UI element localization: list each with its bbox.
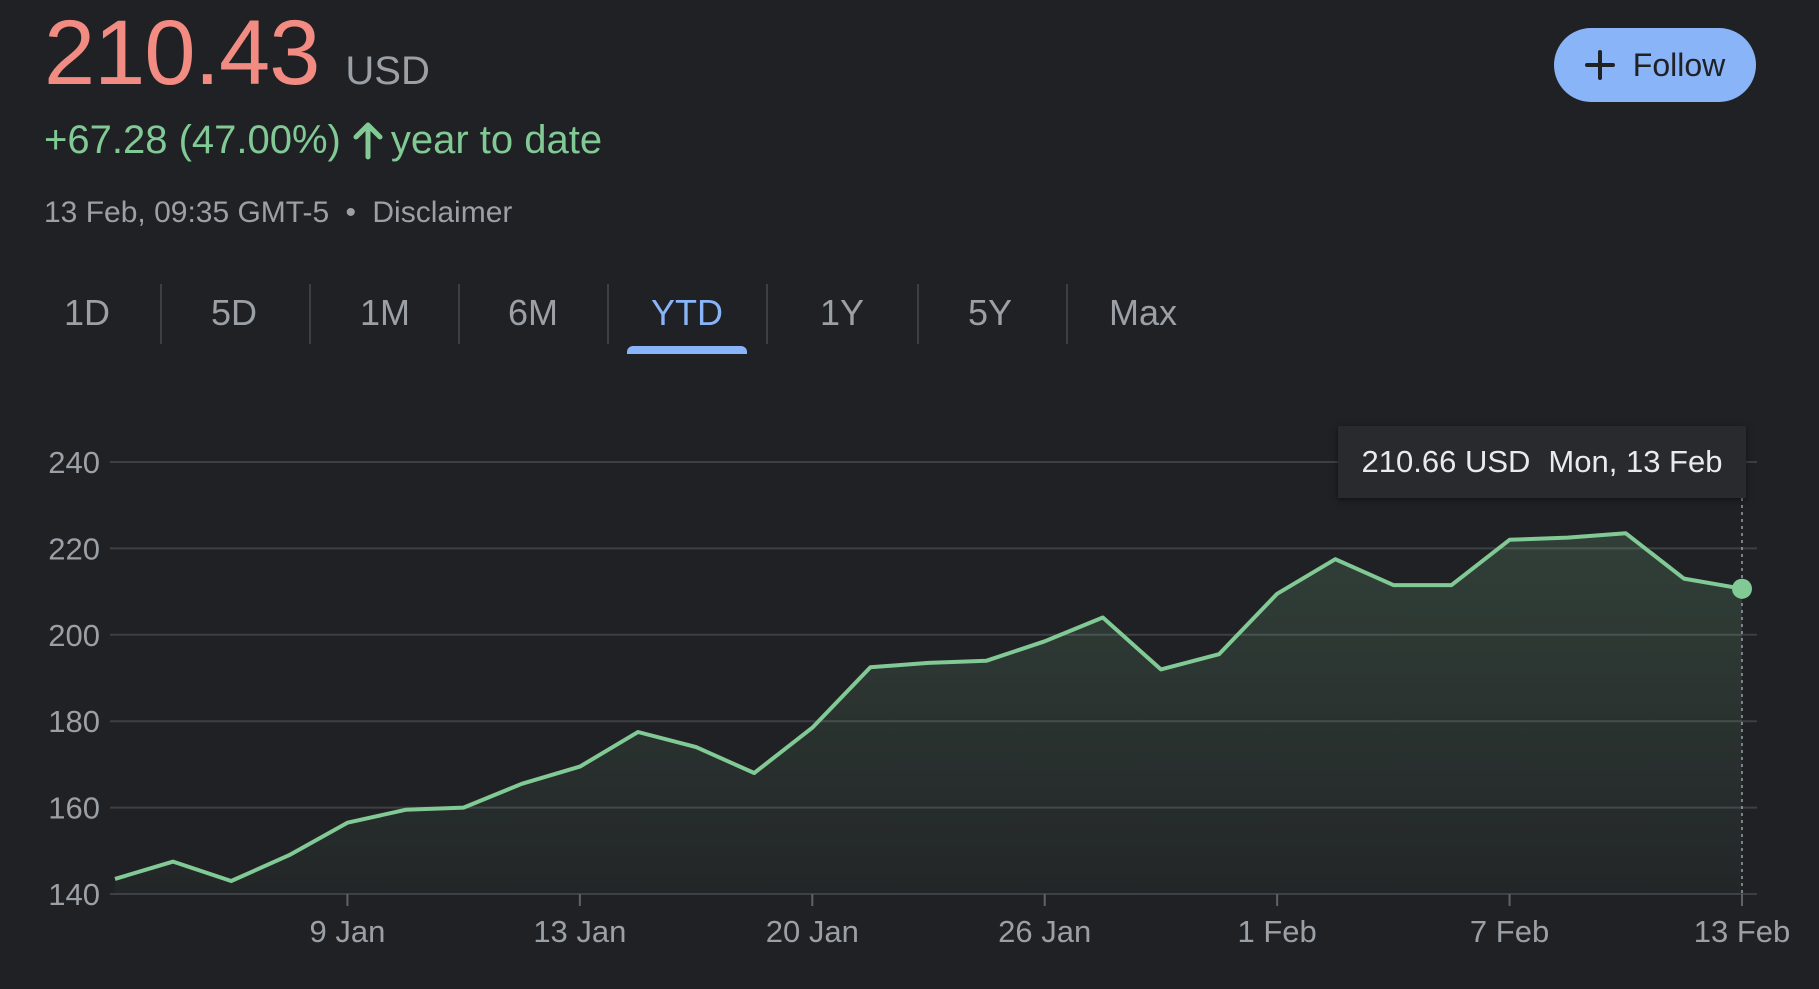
quote-meta: 13 Feb, 09:35 GMT-5 • Disclaimer — [44, 196, 512, 230]
tab-max[interactable]: Max — [1093, 282, 1193, 344]
x-tick-label: 7 Feb — [1470, 914, 1549, 949]
chart-tooltip: 210.66 USD Mon, 13 Feb — [1338, 426, 1746, 498]
active-tab-indicator — [627, 346, 747, 354]
tab-divider — [607, 284, 609, 344]
tab-label: Max — [1108, 292, 1177, 333]
tab-1y[interactable]: 1Y — [802, 282, 882, 344]
tooltip-date: Mon, 13 Feb — [1548, 444, 1723, 479]
price-line — [114, 531, 1743, 883]
x-tick-label: 1 Feb — [1238, 914, 1317, 949]
current-price: 210.43 — [44, 2, 320, 104]
y-tick-label: 220 — [48, 531, 100, 566]
tab-divider — [160, 284, 162, 344]
timestamp: 13 Feb, 09:35 GMT-5 — [44, 196, 330, 229]
price-header: 210.43 USD — [44, 2, 430, 104]
tab-1m[interactable]: 1M — [345, 282, 425, 344]
tab-divider — [917, 284, 919, 344]
follow-label: Follow — [1632, 46, 1726, 83]
tab-ytd[interactable]: YTD — [627, 282, 747, 354]
follow-button[interactable]: Follow — [1554, 28, 1756, 102]
tab-divider — [1066, 284, 1068, 344]
price-area — [115, 533, 1742, 894]
currency-label: USD — [345, 49, 430, 93]
x-tick-label: 13 Feb — [1694, 914, 1791, 949]
tooltip-value: 210.66 USD — [1361, 444, 1531, 479]
disclaimer-link[interactable]: Disclaimer — [372, 196, 513, 229]
tab-divider — [766, 284, 768, 344]
tab-divider — [458, 284, 460, 344]
tab-5d[interactable]: 5D — [194, 282, 274, 344]
y-tick-label: 160 — [48, 791, 100, 826]
x-tick-label: 13 Jan — [533, 914, 626, 949]
arrow-up-icon — [353, 122, 383, 159]
change-period: year to date — [390, 118, 603, 162]
separator-dot: • — [345, 196, 357, 229]
tab-label: 5Y — [967, 292, 1013, 333]
plus-icon — [1584, 50, 1615, 80]
tab-6m[interactable]: 6M — [493, 282, 573, 344]
tab-label: 1M — [359, 292, 410, 333]
hover-marker — [1732, 578, 1752, 599]
y-tick-label: 140 — [48, 877, 100, 912]
tab-1d[interactable]: 1D — [47, 282, 127, 344]
tab-5y[interactable]: 5Y — [950, 282, 1030, 344]
y-tick-label: 240 — [48, 445, 100, 480]
tab-label: 6M — [507, 292, 558, 333]
tab-divider — [309, 284, 311, 344]
x-tick-label: 26 Jan — [998, 914, 1091, 949]
y-tick-label: 200 — [48, 618, 100, 653]
tab-label: YTD — [651, 292, 723, 333]
tab-label: 1Y — [819, 292, 865, 333]
change-value: +67.28 (47.00%) — [44, 118, 341, 162]
y-tick-label: 180 — [48, 704, 100, 739]
tab-label: 1D — [63, 292, 111, 333]
tab-label: 5D — [210, 292, 258, 333]
price-chart[interactable]: 140 160 180 200 220 240 9 Jan 13 Jan 20 Jan 26 Ja… — [0, 380, 1819, 980]
x-tick-label: 9 Jan — [310, 914, 386, 949]
price-change: +67.28 (47.00%) year to date — [44, 118, 602, 163]
x-tick-label: 20 Jan — [766, 914, 859, 949]
